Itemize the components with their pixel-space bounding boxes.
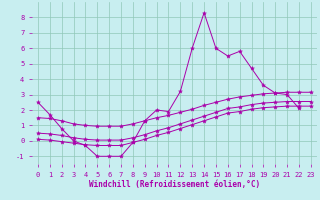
X-axis label: Windchill (Refroidissement éolien,°C): Windchill (Refroidissement éolien,°C) xyxy=(89,180,260,189)
